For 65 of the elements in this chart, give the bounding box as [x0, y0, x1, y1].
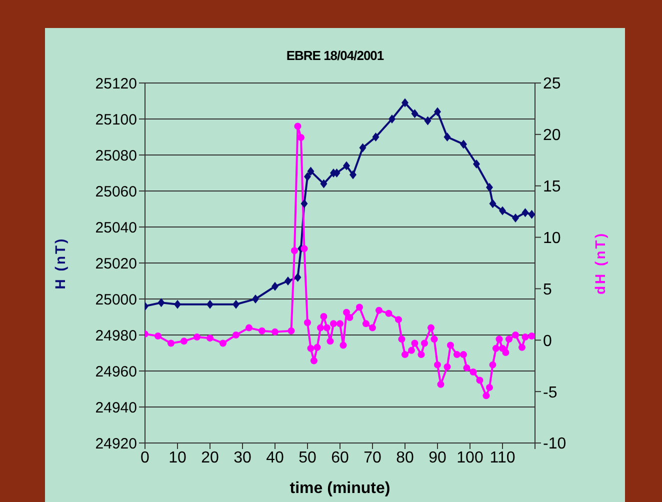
point	[174, 300, 181, 309]
y2-tick-label: 5	[543, 281, 552, 298]
y-tick-label: 24960	[95, 363, 137, 380]
point	[232, 300, 240, 309]
point	[424, 116, 432, 126]
y2-tick-label: 25	[543, 76, 561, 93]
y2-tick-label: 20	[543, 127, 561, 144]
y-tick-label: 25120	[95, 75, 137, 92]
point	[304, 172, 311, 182]
point	[284, 276, 292, 286]
x-tick-label: 50	[298, 449, 316, 466]
x-tick-label: 40	[266, 449, 284, 466]
y-tick-label: 25100	[95, 111, 137, 128]
point	[294, 272, 302, 282]
point	[372, 132, 380, 142]
point	[359, 143, 366, 152]
point	[528, 210, 535, 219]
y-tick-label: 24980	[95, 327, 137, 344]
point	[512, 214, 519, 222]
point	[486, 182, 493, 192]
x-axis-title: time (minute)	[290, 480, 390, 497]
point	[206, 300, 214, 309]
x-tick-label: 90	[428, 449, 446, 466]
y-tick-label: 24940	[95, 399, 137, 416]
point	[158, 298, 165, 308]
x-tick-label: 80	[396, 449, 414, 466]
x-tick-label: 70	[364, 449, 382, 466]
y-tick-label: 24920	[95, 435, 137, 452]
y-tick-label: 25080	[95, 147, 137, 164]
x-tick-label: 60	[331, 449, 349, 466]
x-tick-label: 20	[201, 449, 219, 466]
y-tick-label: 25000	[95, 291, 137, 308]
point	[434, 107, 441, 116]
point	[350, 170, 356, 180]
point	[499, 206, 506, 216]
point	[343, 161, 350, 170]
point	[489, 199, 496, 208]
point	[411, 109, 418, 118]
point	[307, 166, 314, 176]
point	[444, 132, 451, 142]
y-axis-title: H (nT)	[52, 236, 68, 290]
y2-tick-label: -10	[543, 436, 566, 453]
point	[388, 114, 396, 124]
y2-tick-label: 10	[543, 230, 561, 247]
x-tick-label: 100	[456, 449, 484, 466]
point	[320, 179, 328, 188]
y2-axis-title: dH (nT)	[592, 232, 608, 294]
y-tick-label: 25040	[95, 219, 137, 236]
y2-tick-label: 0	[543, 332, 552, 350]
point	[522, 208, 529, 218]
point	[252, 294, 259, 304]
point	[460, 140, 467, 149]
point	[473, 160, 480, 168]
y-tick-label: 25020	[95, 255, 137, 272]
x-tick-label: 0	[140, 449, 150, 466]
point	[300, 199, 308, 208]
x-tick-label: 30	[234, 449, 252, 466]
y2-tick-label: -5	[543, 384, 558, 402]
point	[402, 98, 408, 108]
point	[272, 282, 278, 291]
y-tick-label: 25060	[95, 183, 137, 200]
chart-title: EBRE 18/04/2001	[285, 48, 385, 63]
x-tick-label: 110	[490, 449, 516, 466]
x-tick-label: 10	[168, 449, 186, 466]
y2-tick-label: 15	[543, 178, 561, 196]
